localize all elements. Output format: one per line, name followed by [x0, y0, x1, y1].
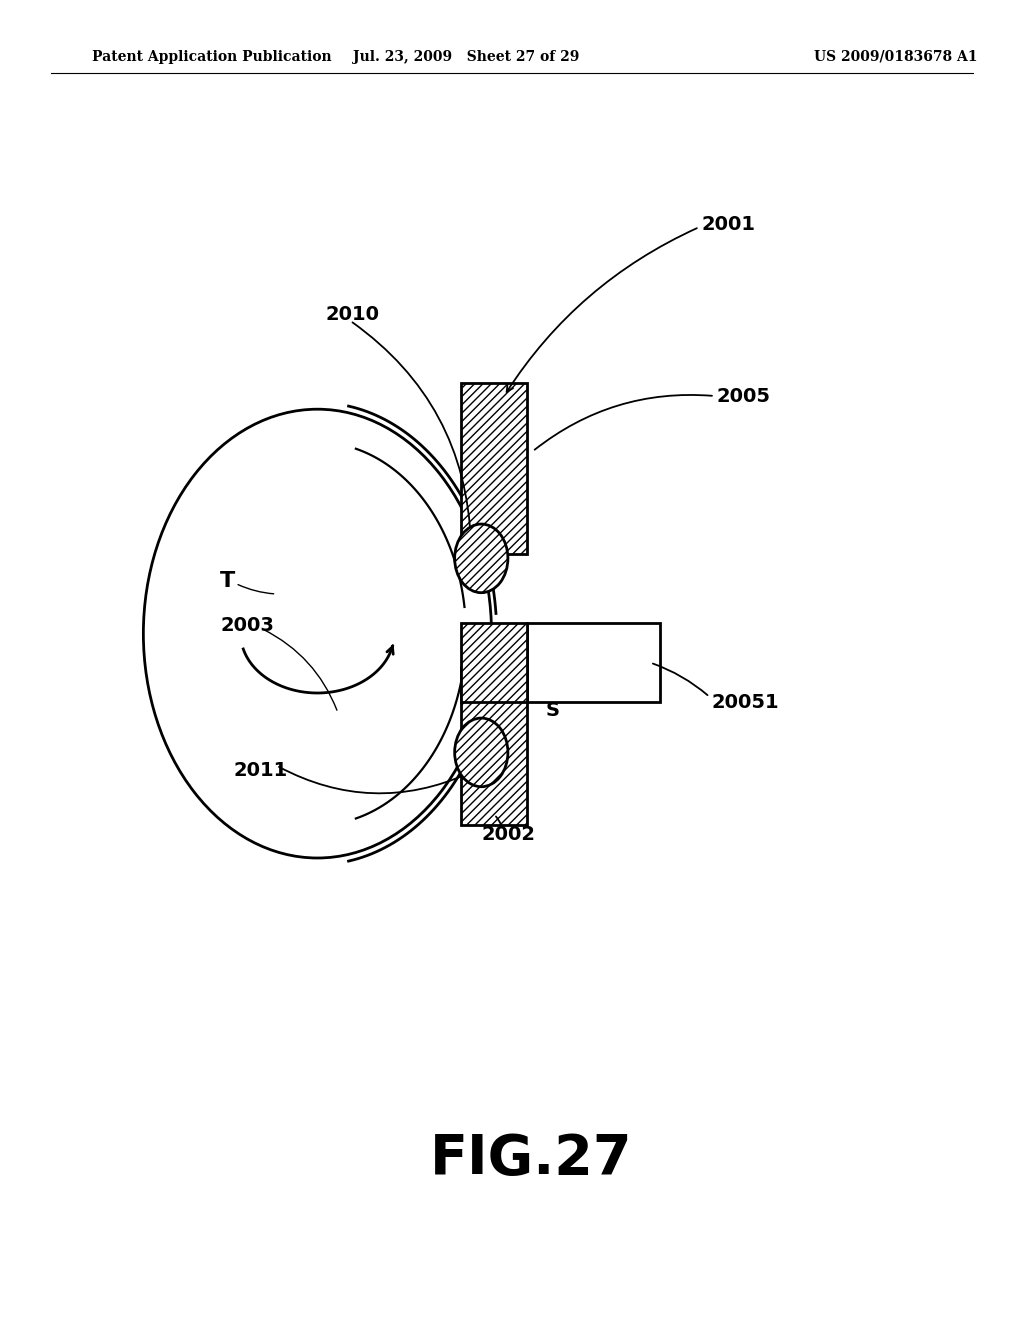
- Text: T: T: [220, 570, 236, 591]
- Circle shape: [455, 524, 508, 593]
- Text: Jul. 23, 2009   Sheet 27 of 29: Jul. 23, 2009 Sheet 27 of 29: [352, 50, 580, 63]
- Text: 20051: 20051: [712, 693, 779, 711]
- Text: 2001: 2001: [701, 215, 756, 234]
- Circle shape: [455, 718, 508, 787]
- Bar: [461, 667, 527, 825]
- Text: 2003: 2003: [220, 616, 274, 635]
- Bar: [461, 383, 527, 554]
- Text: Patent Application Publication: Patent Application Publication: [92, 50, 332, 63]
- Text: US 2009/0183678 A1: US 2009/0183678 A1: [814, 50, 978, 63]
- Text: 2011: 2011: [233, 762, 288, 780]
- Text: S: S: [546, 701, 560, 719]
- Text: 2005: 2005: [717, 387, 771, 405]
- Text: 2002: 2002: [481, 825, 536, 843]
- Bar: [527, 623, 660, 702]
- Circle shape: [143, 409, 492, 858]
- Text: 2010: 2010: [326, 305, 380, 323]
- Text: FIG.27: FIG.27: [430, 1133, 633, 1185]
- Bar: [461, 623, 527, 702]
